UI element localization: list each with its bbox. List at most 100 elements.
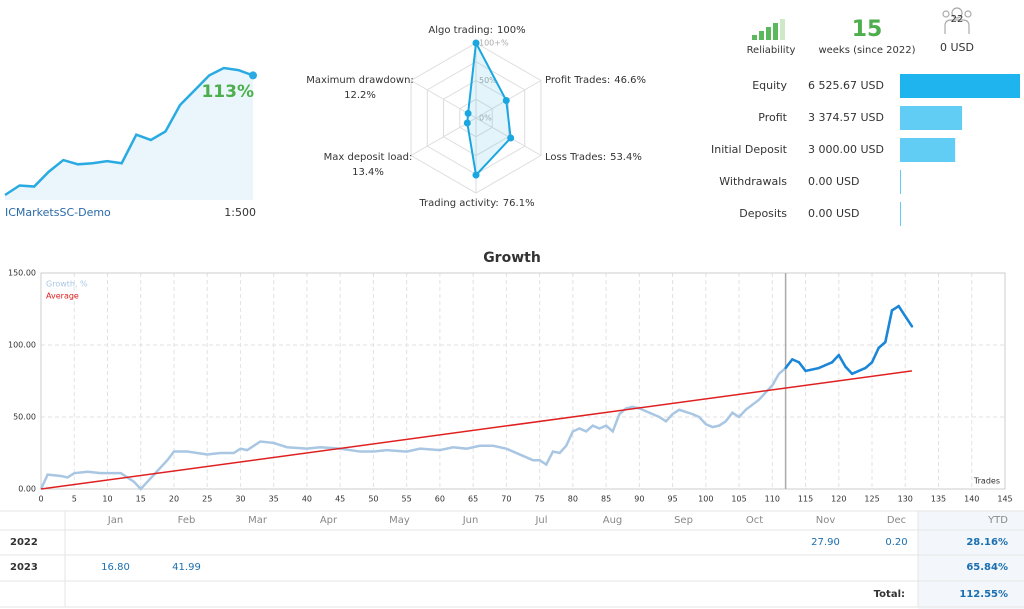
stat-value: 3 000.00 USD: [808, 143, 884, 156]
x-tick-label: 85: [601, 495, 611, 504]
row-cell: 27.90: [811, 537, 840, 548]
leverage: 1:500: [224, 206, 256, 219]
column-header: YTD: [987, 515, 1008, 526]
x-tick-label: 110: [765, 495, 780, 504]
x-tick-label: 115: [798, 495, 813, 504]
series-highlight: [890, 304, 900, 312]
reliability-icon: [752, 19, 785, 40]
radar-area: [466, 39, 512, 178]
column-header: Jun: [462, 515, 479, 526]
column-header: Jul: [534, 515, 547, 526]
column-header: May: [389, 515, 410, 526]
radar-category: Max deposit load:: [324, 152, 413, 163]
row-cell: 65.84%: [966, 562, 1008, 573]
x-tick-label: 100: [698, 495, 713, 504]
radar-label: Maximum drawdown: 12.2%: [306, 75, 414, 101]
radar-tick-label: 50%: [479, 76, 497, 85]
subscribers-count: 22: [951, 14, 964, 25]
row-cell: 0.20: [885, 537, 907, 548]
column-header: Apr: [320, 515, 338, 526]
x-tick-label: 15: [136, 495, 146, 504]
row-year: 2022: [10, 537, 38, 548]
series-highlight: [897, 304, 914, 328]
x-axis-label: Trades: [973, 477, 1000, 486]
stat-bar: [900, 170, 901, 194]
growth-label: 113%: [201, 82, 254, 102]
subscribers-funds: 0 USD: [940, 41, 974, 54]
stat-bar: [900, 202, 901, 226]
stat-bar: [900, 138, 956, 162]
stat-label: Initial Deposit: [711, 143, 788, 156]
y-tick-label: 150.00: [8, 269, 36, 278]
account-name: ICMarketsSC-Demo: [5, 206, 111, 219]
chart-title: Growth: [483, 250, 541, 266]
x-tick-label: 65: [468, 495, 478, 504]
weeks-value: 15: [852, 17, 883, 42]
radar-value: 12.2%: [344, 90, 376, 101]
radar-category: Loss Trades:: [545, 152, 606, 163]
y-tick-label: 0.00: [18, 485, 36, 494]
legend-entry: Growth, %: [46, 280, 88, 289]
x-tick-label: 55: [402, 495, 412, 504]
y-tick-label: 100.00: [8, 341, 36, 350]
stat-bar: [900, 74, 1020, 98]
series-highlight: [877, 340, 887, 350]
total-value: 112.55%: [959, 589, 1008, 600]
radar-point: [464, 109, 472, 117]
sparkline: [4, 66, 254, 197]
series-highlight: [804, 366, 821, 373]
series-highlight: [784, 358, 794, 370]
radar-value: 13.4%: [352, 167, 384, 178]
column-header: Dec: [887, 515, 906, 526]
x-tick-label: 50: [368, 495, 378, 504]
radar-label: Max deposit load: 13.4%: [324, 152, 413, 178]
x-tick-label: 135: [931, 495, 946, 504]
x-tick-label: 105: [731, 495, 746, 504]
x-tick-label: 10: [102, 495, 112, 504]
row-year: 2023: [10, 562, 38, 573]
column-header: Oct: [746, 515, 763, 526]
radar-category: Maximum drawdown:: [306, 75, 414, 86]
radar-point: [472, 39, 480, 47]
series-highlight: [837, 353, 847, 368]
x-tick-label: 30: [235, 495, 245, 504]
radar-tick-label: 0%: [479, 114, 492, 123]
ytd-column: [918, 511, 1024, 609]
sparkline-end: [249, 71, 257, 80]
x-tick-label: 95: [667, 495, 677, 504]
radar-value: 76.1%: [503, 198, 535, 209]
x-tick-label: 75: [535, 495, 545, 504]
row-cell: 16.80: [101, 562, 130, 573]
radar-value: 46.6%: [614, 75, 646, 86]
series-highlight: [870, 346, 880, 364]
radar-point: [472, 171, 480, 179]
series-line: [39, 304, 913, 491]
plot-frame: [40, 272, 1006, 490]
radar-label: Trading activity: 76.1%: [418, 198, 534, 209]
x-tick-label: 20: [169, 495, 179, 504]
x-tick-label: 80: [568, 495, 578, 504]
radar-point: [502, 97, 510, 105]
x-tick-label: 70: [501, 495, 511, 504]
radar-value: 53.4%: [610, 152, 642, 163]
subscribers-icon: [942, 7, 972, 34]
x-tick-label: 145: [997, 495, 1012, 504]
series-line: [40, 370, 913, 490]
column-header: Mar: [248, 515, 268, 526]
legend-entry: Average: [46, 292, 79, 301]
radar-point: [507, 134, 515, 142]
x-tick-label: 60: [435, 495, 445, 504]
radar-tick-label: 100+%: [479, 39, 509, 48]
sparkline-area: [5, 68, 253, 200]
x-tick-label: 25: [202, 495, 212, 504]
x-tick-label: 140: [964, 495, 979, 504]
stat-label: Withdrawals: [719, 175, 787, 188]
radar-label: Profit Trades: 46.6%: [545, 75, 646, 86]
column-header: Aug: [603, 515, 623, 526]
x-tick-label: 130: [898, 495, 913, 504]
series-highlight: [884, 309, 894, 344]
x-tick-label: 35: [269, 495, 279, 504]
y-tick-label: 50.00: [13, 413, 36, 422]
stat-value: 6 525.67 USD: [808, 79, 884, 92]
